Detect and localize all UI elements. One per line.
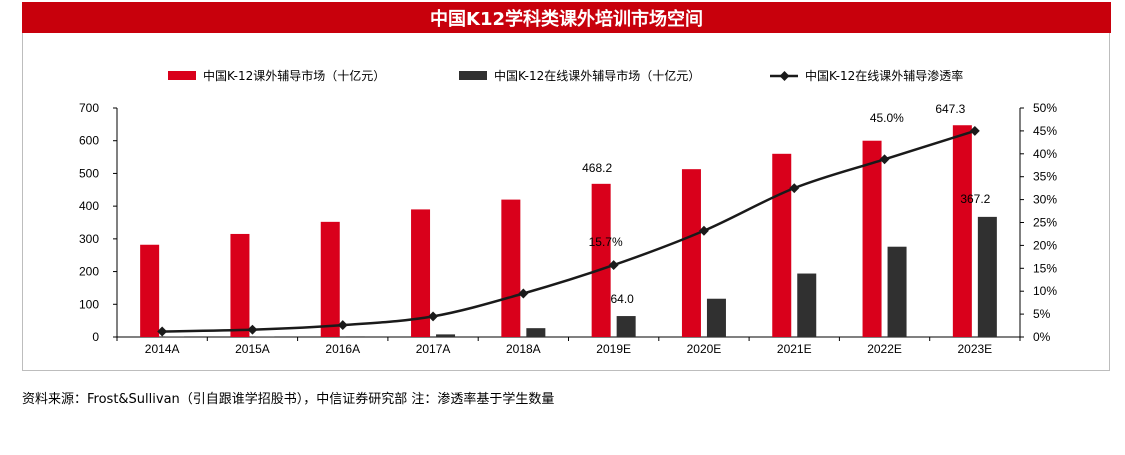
y-left-tick-label: 500 — [79, 166, 99, 180]
line-point-marker — [337, 320, 348, 331]
line-point-marker — [969, 125, 980, 136]
legend-label: 中国K-12在线课外辅导渗透率 — [805, 68, 963, 83]
chart-title: 中国K12学科类课外培训市场空间 — [22, 2, 1111, 33]
bar-total-market — [230, 233, 250, 337]
legend-marker — [779, 71, 790, 81]
bar-online-market — [436, 334, 456, 337]
bar-total-market — [591, 183, 611, 337]
data-label: 468.2 — [582, 161, 612, 175]
y-left-tick-label: 200 — [79, 265, 99, 279]
y-right-tick-label: 50% — [1033, 101, 1057, 115]
source-note: 资料来源：Frost&Sullivan（引自跟谁学招股书），中信证券研究部 注：… — [22, 388, 554, 407]
y-right-tick-label: 25% — [1033, 216, 1057, 230]
legend-label: 中国K-12在线课外辅导市场（十亿元） — [494, 68, 700, 83]
x-tick-label: 2014A — [145, 342, 180, 356]
bar-online-market — [797, 273, 817, 337]
x-tick-label: 2022E — [867, 342, 902, 356]
line-point-marker — [879, 154, 890, 165]
legend-label: 中国K-12课外辅导市场（十亿元） — [203, 68, 385, 83]
line-point-marker — [518, 288, 529, 299]
source-text: 资料来源：Frost&Sullivan（引自跟谁学招股书），中信证券研究部 注：… — [22, 392, 555, 407]
bar-online-market — [345, 336, 365, 337]
chart-canvas: 0 100 200 300 400 500 600 700 0% 5% 10% 15% 20% 25% 30… — [79, 68, 1057, 356]
data-label: 367.2 — [960, 192, 990, 206]
x-tick-label: 2023E — [957, 342, 992, 356]
bar-total-market — [411, 209, 431, 337]
x-tick-label: 2021E — [777, 342, 812, 356]
data-label: 64.0 — [610, 292, 634, 306]
y-right-tick-label: 35% — [1033, 170, 1057, 184]
bar-online-market — [526, 328, 546, 337]
y-left-tick-label: 100 — [79, 297, 99, 311]
line-point-marker — [789, 183, 800, 194]
x-tick-label: 2020E — [687, 342, 722, 356]
bar-total-market — [952, 125, 972, 338]
bar-total-market — [681, 169, 701, 337]
y-left-tick-label: 400 — [79, 199, 99, 213]
x-tick-label: 2016A — [325, 342, 360, 356]
x-tick-label: 2017A — [416, 342, 451, 356]
bar-total-market — [772, 153, 792, 337]
legend-swatch — [168, 71, 196, 80]
line-penetration-rate — [162, 129, 976, 333]
y-left-tick-label: 600 — [79, 134, 99, 148]
data-label: 647.3 — [935, 102, 965, 116]
bar-online-market — [706, 298, 726, 337]
line-point-marker — [247, 324, 258, 335]
x-tick-label: 2018A — [506, 342, 541, 356]
y-right-tick-label: 0% — [1033, 330, 1051, 344]
bar-total-market — [501, 199, 521, 337]
x-tick-label: 2019E — [596, 342, 631, 356]
y-right-tick-label: 5% — [1033, 307, 1051, 321]
bar-total-market — [862, 140, 882, 337]
bar-total-market — [140, 244, 160, 337]
y-right-tick-label: 45% — [1033, 124, 1057, 138]
line-point-marker — [699, 225, 709, 236]
y-right-tick-label: 30% — [1033, 193, 1057, 207]
bar-total-market — [320, 221, 340, 337]
y-right-tick-label: 40% — [1033, 147, 1057, 161]
line-point-marker — [428, 311, 438, 322]
line-point-marker — [157, 326, 168, 337]
bar-online-market — [616, 316, 636, 337]
bar-online-market — [887, 246, 907, 337]
data-label: 15.7% — [589, 235, 623, 249]
y-left-tick-label: 300 — [79, 232, 99, 246]
x-tick-label: 2015A — [235, 342, 270, 356]
y-right-tick-label: 10% — [1033, 284, 1057, 298]
chart-frame — [22, 33, 1110, 371]
y-right-tick-label: 15% — [1033, 261, 1057, 275]
y-left-tick-label: 0 — [92, 330, 99, 344]
data-label: 45.0% — [870, 111, 904, 125]
y-left-tick-label: 700 — [79, 101, 99, 115]
legend-swatch — [459, 71, 487, 80]
bar-online-market — [977, 216, 997, 337]
y-right-tick-label: 20% — [1033, 238, 1057, 252]
line-point-marker — [608, 260, 619, 271]
